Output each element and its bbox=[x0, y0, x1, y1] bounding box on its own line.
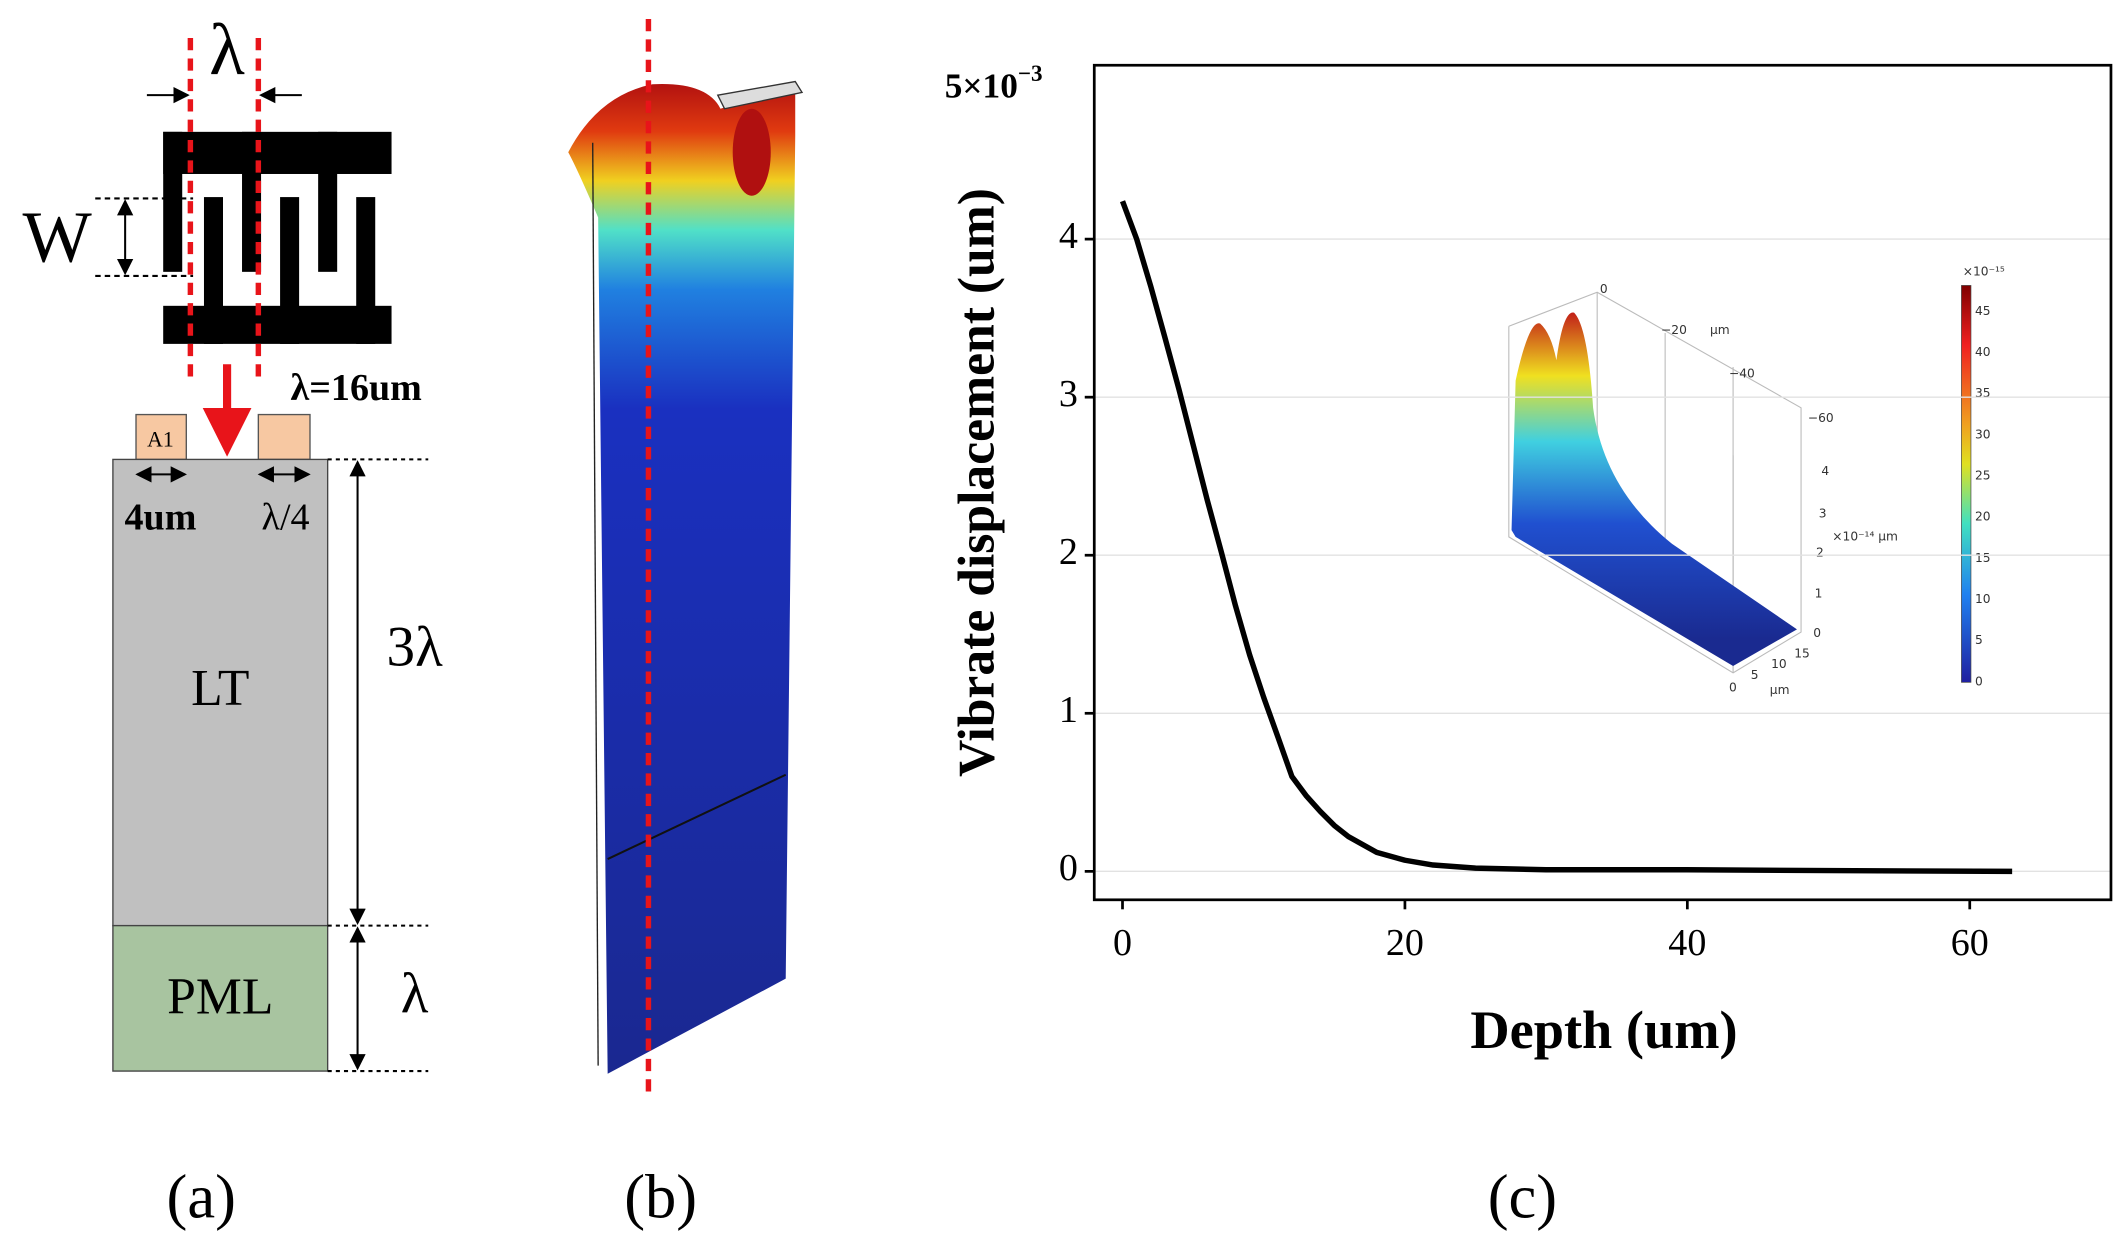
label: PML bbox=[167, 969, 273, 1026]
inset-label: 40 bbox=[1975, 345, 1991, 359]
label: A1 bbox=[147, 428, 174, 452]
y-tick-label: 1 bbox=[1059, 689, 1078, 731]
inset-label: 35 bbox=[1975, 386, 1991, 400]
inset-label: 10 bbox=[1771, 657, 1787, 671]
x-tick-label: 20 bbox=[1386, 922, 1424, 964]
colorbar-unit: ×10⁻¹⁵ bbox=[1963, 264, 2005, 278]
inset-label: 5 bbox=[1975, 633, 1983, 647]
inset-label: −60 bbox=[1808, 411, 1834, 425]
idt bbox=[163, 131, 392, 344]
inset-label: 0 bbox=[1729, 680, 1737, 694]
x-tick-label: 40 bbox=[1668, 922, 1706, 964]
electrode bbox=[716, 80, 804, 110]
data-line bbox=[1119, 200, 2013, 875]
inset-label: 3 bbox=[1819, 506, 1827, 520]
y-tick-label: 3 bbox=[1059, 373, 1078, 415]
inset-label: μm bbox=[1710, 323, 1730, 337]
inset-label: 10 bbox=[1975, 592, 1991, 606]
y-scale-base: 5×10 bbox=[945, 67, 1018, 106]
simulation-slab bbox=[568, 84, 796, 1074]
inset-label: 2 bbox=[1816, 546, 1824, 560]
panel-label: (b) bbox=[624, 1161, 697, 1231]
label: λ bbox=[209, 9, 245, 90]
plot-frame bbox=[1092, 63, 2113, 902]
x-axis-label: Depth (um) bbox=[1470, 1000, 1737, 1060]
y-tick-label: 2 bbox=[1059, 531, 1078, 573]
y-axis-label: Vibrate displacement (um) bbox=[948, 188, 1005, 777]
label: 4um bbox=[125, 496, 197, 538]
label: λ/4 bbox=[262, 496, 310, 538]
label: LT bbox=[191, 660, 249, 717]
inset-label: 45 bbox=[1975, 304, 1991, 318]
inset-label: 15 bbox=[1975, 551, 1991, 565]
inset-label: μm bbox=[1770, 683, 1790, 697]
inset-surface bbox=[1511, 312, 1797, 667]
edge bbox=[592, 142, 599, 1066]
dimension-lines bbox=[95, 86, 302, 277]
panel-label: (c) bbox=[1488, 1161, 1557, 1231]
inset-label: 30 bbox=[1975, 427, 1991, 441]
panel-label: (a) bbox=[167, 1161, 236, 1231]
x-tick-label: 0 bbox=[1113, 922, 1132, 964]
electrode bbox=[135, 413, 187, 461]
red-dashed bbox=[187, 38, 262, 384]
y-scale-exponent: −3 bbox=[1018, 60, 1043, 86]
lt-block bbox=[112, 458, 329, 927]
x-tick-label: 60 bbox=[1951, 922, 1989, 964]
inset-label: 15 bbox=[1794, 646, 1810, 660]
inset-label: 5 bbox=[1751, 668, 1759, 682]
layer-line bbox=[607, 773, 787, 860]
panel-a: λ W λ=16um A1 4um λ/4 3λ LT PML λ (a) bbox=[23, 9, 444, 1231]
y-tick-label: 4 bbox=[1059, 215, 1078, 257]
pml-block bbox=[112, 924, 329, 1072]
y-tick-label: 0 bbox=[1059, 847, 1078, 889]
panel-c: (c) Depth (um) Vibrate displacement (um)… bbox=[945, 60, 2113, 1231]
inset-label: 1 bbox=[1815, 586, 1823, 600]
inset-label: 4 bbox=[1821, 464, 1829, 478]
panel-b: (b) bbox=[568, 19, 804, 1231]
label: 3λ bbox=[387, 616, 444, 679]
dimension-lines bbox=[135, 458, 429, 1073]
label: W bbox=[23, 197, 93, 278]
inset-label: −40 bbox=[1729, 366, 1755, 380]
electrode bbox=[257, 413, 311, 461]
inset-label: 20 bbox=[1975, 510, 1991, 524]
inset-label: 0 bbox=[1600, 282, 1608, 296]
y-scale-label: 5×10−3 bbox=[945, 60, 1043, 105]
inset-label: 0 bbox=[1813, 626, 1821, 640]
hotspot bbox=[732, 108, 771, 196]
inset-label: −20 bbox=[1661, 323, 1687, 337]
colorbar bbox=[1961, 285, 1972, 683]
label: λ bbox=[401, 962, 429, 1025]
inset-label: 25 bbox=[1975, 469, 1991, 483]
inset-label: ×10⁻¹⁴ μm bbox=[1832, 529, 1898, 543]
inset-label: 0 bbox=[1975, 674, 1983, 688]
label: λ=16um bbox=[291, 367, 423, 409]
